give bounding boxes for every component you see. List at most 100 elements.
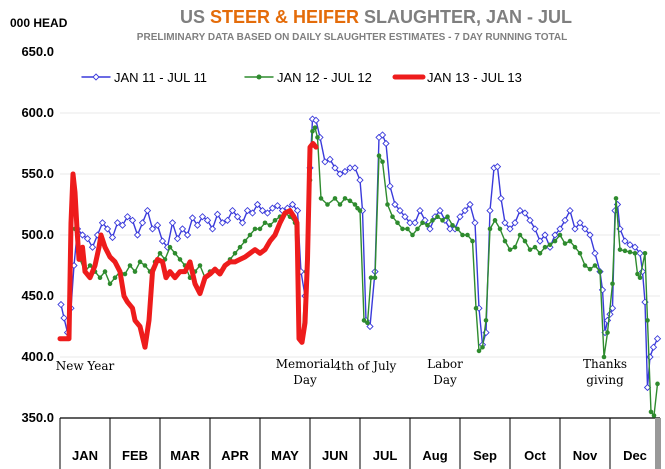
data-point [386, 182, 394, 190]
data-point [501, 219, 509, 227]
data-point [440, 218, 445, 223]
month-label: MAR [170, 448, 200, 463]
data-point [233, 213, 242, 221]
data-point [536, 237, 544, 245]
data-point [613, 196, 619, 201]
data-point [557, 232, 563, 238]
y-tick-label: 350.0 [21, 410, 54, 425]
data-point [587, 266, 593, 272]
data-point [122, 271, 128, 277]
data-point [193, 221, 202, 229]
data-point [622, 248, 628, 254]
data-point [83, 235, 92, 243]
data-point [177, 257, 183, 262]
data-point [237, 244, 243, 250]
series-line [60, 118, 659, 389]
month-axis-end-shade [655, 418, 661, 469]
data-point [247, 232, 253, 238]
data-point [610, 281, 615, 287]
series-1 [57, 115, 662, 392]
data-point [332, 196, 338, 201]
data-point [351, 164, 359, 172]
data-point [621, 237, 629, 245]
chart-title-part-us: US [180, 7, 210, 27]
month-label: APR [221, 448, 249, 463]
data-point [637, 275, 643, 281]
data-point [631, 243, 639, 251]
data-point [581, 225, 589, 233]
data-point [248, 209, 257, 217]
data-point [143, 206, 152, 215]
data-point [645, 318, 650, 323]
annotation-label: Thanks [583, 357, 627, 371]
legend: JAN 11 - JUL 11 JAN 12 - JUL 12 JAN 13 - J… [81, 70, 522, 85]
y-tick-label: 400.0 [21, 349, 54, 364]
data-point [153, 221, 162, 229]
data-point [401, 213, 409, 221]
data-point [127, 263, 133, 268]
data-point [410, 232, 415, 238]
data-point [597, 269, 603, 274]
data-point [346, 164, 354, 172]
data-point [107, 281, 113, 287]
data-point [293, 206, 302, 215]
data-point [517, 232, 523, 238]
chart-subtitle: PRELIMINARY DATA BASED ON DAILY SLAUGHTE… [137, 32, 567, 43]
data-point [446, 225, 454, 233]
data-point [188, 214, 197, 222]
data-point [572, 244, 578, 250]
data-point [487, 226, 493, 232]
data-point [507, 247, 513, 252]
month-label: JAN [72, 448, 98, 463]
data-point [571, 225, 579, 233]
data-point [648, 409, 654, 415]
data-point [456, 213, 464, 221]
month-label: JUL [373, 448, 398, 463]
y-tick-label: 600.0 [21, 105, 54, 120]
data-point [632, 251, 638, 256]
data-point [380, 159, 385, 165]
data-point [103, 225, 112, 233]
data-point [476, 348, 482, 354]
y-tick-label: 500.0 [21, 227, 54, 242]
data-point [526, 216, 534, 224]
data-point [497, 226, 503, 232]
data-point [436, 206, 444, 215]
data-point [566, 206, 574, 215]
data-point [272, 218, 278, 223]
data-point [213, 210, 222, 218]
data-point [112, 275, 118, 281]
data-point [512, 244, 518, 250]
data-point [460, 232, 465, 238]
data-point [78, 231, 87, 239]
month-label: MAY [271, 448, 299, 463]
y-tick-label: 450.0 [21, 288, 54, 303]
month-axis: JAN FEB MAR APR MAY JUN JUL Aug Sep Oct Nov Dec [59, 417, 661, 469]
data-point [511, 219, 519, 227]
data-point [310, 129, 315, 134]
data-point [113, 219, 122, 227]
data-point [263, 209, 272, 217]
data-point [635, 271, 640, 277]
data-point [636, 249, 644, 257]
data-point [567, 238, 573, 244]
data-point [198, 213, 207, 221]
month-label: Aug [422, 448, 447, 463]
data-point [415, 226, 420, 232]
data-point [158, 237, 167, 245]
data-point [97, 275, 103, 281]
data-point [390, 214, 395, 219]
data-point [268, 204, 277, 212]
data-point [556, 225, 564, 233]
data-point [420, 220, 425, 226]
data-point [416, 206, 424, 215]
data-point [87, 263, 93, 268]
data-point [336, 170, 344, 178]
data-point [138, 219, 147, 227]
data-point [142, 263, 148, 268]
data-point [258, 206, 267, 215]
data-point [561, 216, 569, 224]
data-point [252, 226, 258, 232]
data-point [651, 413, 657, 418]
